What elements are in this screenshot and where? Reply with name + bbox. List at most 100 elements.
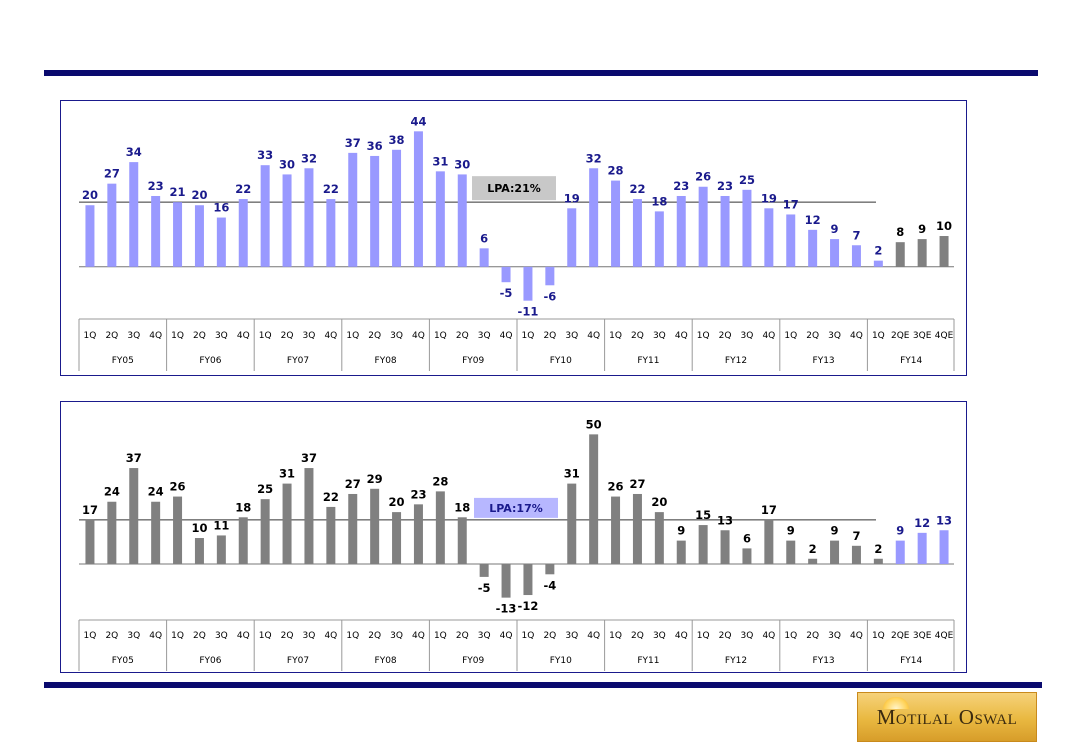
quarter-tick-label: 1Q	[609, 631, 622, 641]
bar-value-label: 44	[410, 114, 426, 128]
bar-value-label: 27	[345, 477, 361, 491]
bar-value-label: 37	[345, 136, 361, 150]
bar	[611, 496, 621, 564]
quarter-tick-label: 2Q	[281, 331, 294, 341]
bar-value-label: 23	[717, 179, 733, 193]
quarter-tick-label: 4Q	[412, 631, 425, 641]
bar	[742, 189, 752, 267]
fy-group-label: FY06	[199, 656, 221, 666]
fy-group-label: FY08	[375, 656, 397, 666]
fy-group-label: FY08	[375, 356, 397, 366]
quarter-tick-label: 4QE	[935, 331, 954, 341]
bar	[676, 195, 686, 267]
bar	[304, 168, 314, 267]
quarter-tick-label: 2Q	[806, 331, 819, 341]
brand-logo: Motilal Oswal	[857, 692, 1037, 742]
bar	[895, 242, 905, 267]
quarter-tick-label: 4Q	[149, 331, 162, 341]
bar	[238, 517, 248, 564]
quarter-tick-label: 1Q	[522, 331, 535, 341]
bar	[457, 517, 467, 564]
quarter-tick-label: 3Q	[828, 331, 841, 341]
bar	[917, 239, 927, 267]
bar-value-label: 20	[191, 188, 207, 202]
bar-value-label: 2	[874, 244, 882, 258]
bar	[151, 195, 161, 267]
bar	[260, 499, 270, 564]
quarter-tick-label: 2Q	[193, 631, 206, 641]
bar-value-label: 17	[82, 503, 98, 517]
quarter-tick-label: 3Q	[303, 331, 316, 341]
bar	[413, 504, 423, 564]
bar	[107, 501, 117, 564]
bar	[282, 483, 292, 564]
bar	[676, 540, 686, 564]
bar	[173, 496, 183, 564]
bar	[151, 501, 161, 564]
quarter-tick-label: 4Q	[237, 331, 250, 341]
quarter-tick-label: 1Q	[697, 331, 710, 341]
bar-value-label: 18	[454, 500, 470, 514]
bar	[764, 208, 774, 267]
bar	[698, 525, 708, 564]
bar-value-label: 12	[805, 213, 821, 227]
bar-value-label: 29	[367, 472, 383, 486]
bar	[523, 563, 533, 596]
quarter-tick-label: 4Q	[500, 631, 513, 641]
bar-value-label: 12	[914, 516, 930, 530]
bar-value-label: 8	[896, 225, 904, 239]
quarter-tick-label: 4Q	[850, 331, 863, 341]
bar-value-label: 17	[783, 197, 799, 211]
bar-value-label: 37	[126, 451, 142, 465]
quarter-tick-label: 3Q	[653, 331, 666, 341]
bar-value-label: 11	[213, 518, 229, 532]
bar-value-label: 10	[936, 219, 952, 233]
quarter-tick-label: 4Q	[587, 631, 600, 641]
bar-value-label: 22	[323, 490, 339, 504]
bar	[479, 248, 489, 267]
bar-value-label: 28	[432, 474, 448, 488]
bar-value-label: 24	[148, 485, 164, 499]
bar-value-label: 21	[170, 185, 186, 199]
bar-value-label: 38	[389, 133, 405, 147]
quarter-tick-label: 2Q	[456, 631, 469, 641]
bar-value-label: 23	[410, 487, 426, 501]
bar-value-label: 26	[608, 480, 624, 494]
bar-value-label: 34	[126, 145, 142, 159]
bar-value-label: 22	[323, 182, 339, 196]
quarter-tick-label: 1Q	[609, 331, 622, 341]
bar	[435, 491, 445, 564]
bar	[632, 493, 642, 564]
bar	[348, 152, 358, 267]
bar	[851, 245, 861, 267]
bar	[216, 535, 226, 564]
quarter-tick-label: 2Q	[719, 631, 732, 641]
bar	[129, 468, 139, 564]
quarter-tick-label: 3Q	[390, 331, 403, 341]
fy-group-label: FY12	[725, 656, 747, 666]
bar	[567, 208, 577, 267]
quarter-tick-label: 4Q	[850, 631, 863, 641]
bar	[260, 165, 270, 267]
bar-value-label: 9	[787, 524, 795, 538]
quarter-tick-label: 3Q	[478, 331, 491, 341]
bar	[720, 195, 730, 267]
bar	[107, 183, 117, 267]
bar	[917, 532, 927, 564]
quarter-tick-label: 1Q	[346, 631, 359, 641]
bar-value-label: 2	[874, 542, 882, 556]
quarter-tick-label: 3Q	[741, 631, 754, 641]
bar	[939, 530, 949, 564]
bar-value-label: -4	[543, 578, 556, 592]
bar-value-label: -11	[518, 305, 539, 319]
quarter-tick-label: 2Q	[105, 631, 118, 641]
bar-value-label: 32	[301, 151, 317, 165]
quarter-tick-label: 4Q	[500, 331, 513, 341]
bar	[435, 171, 445, 267]
quarter-tick-label: 1Q	[259, 331, 272, 341]
bar	[194, 205, 204, 267]
bar-value-label: 20	[651, 495, 667, 509]
bar	[654, 211, 664, 267]
bar-value-label: 26	[695, 170, 711, 184]
